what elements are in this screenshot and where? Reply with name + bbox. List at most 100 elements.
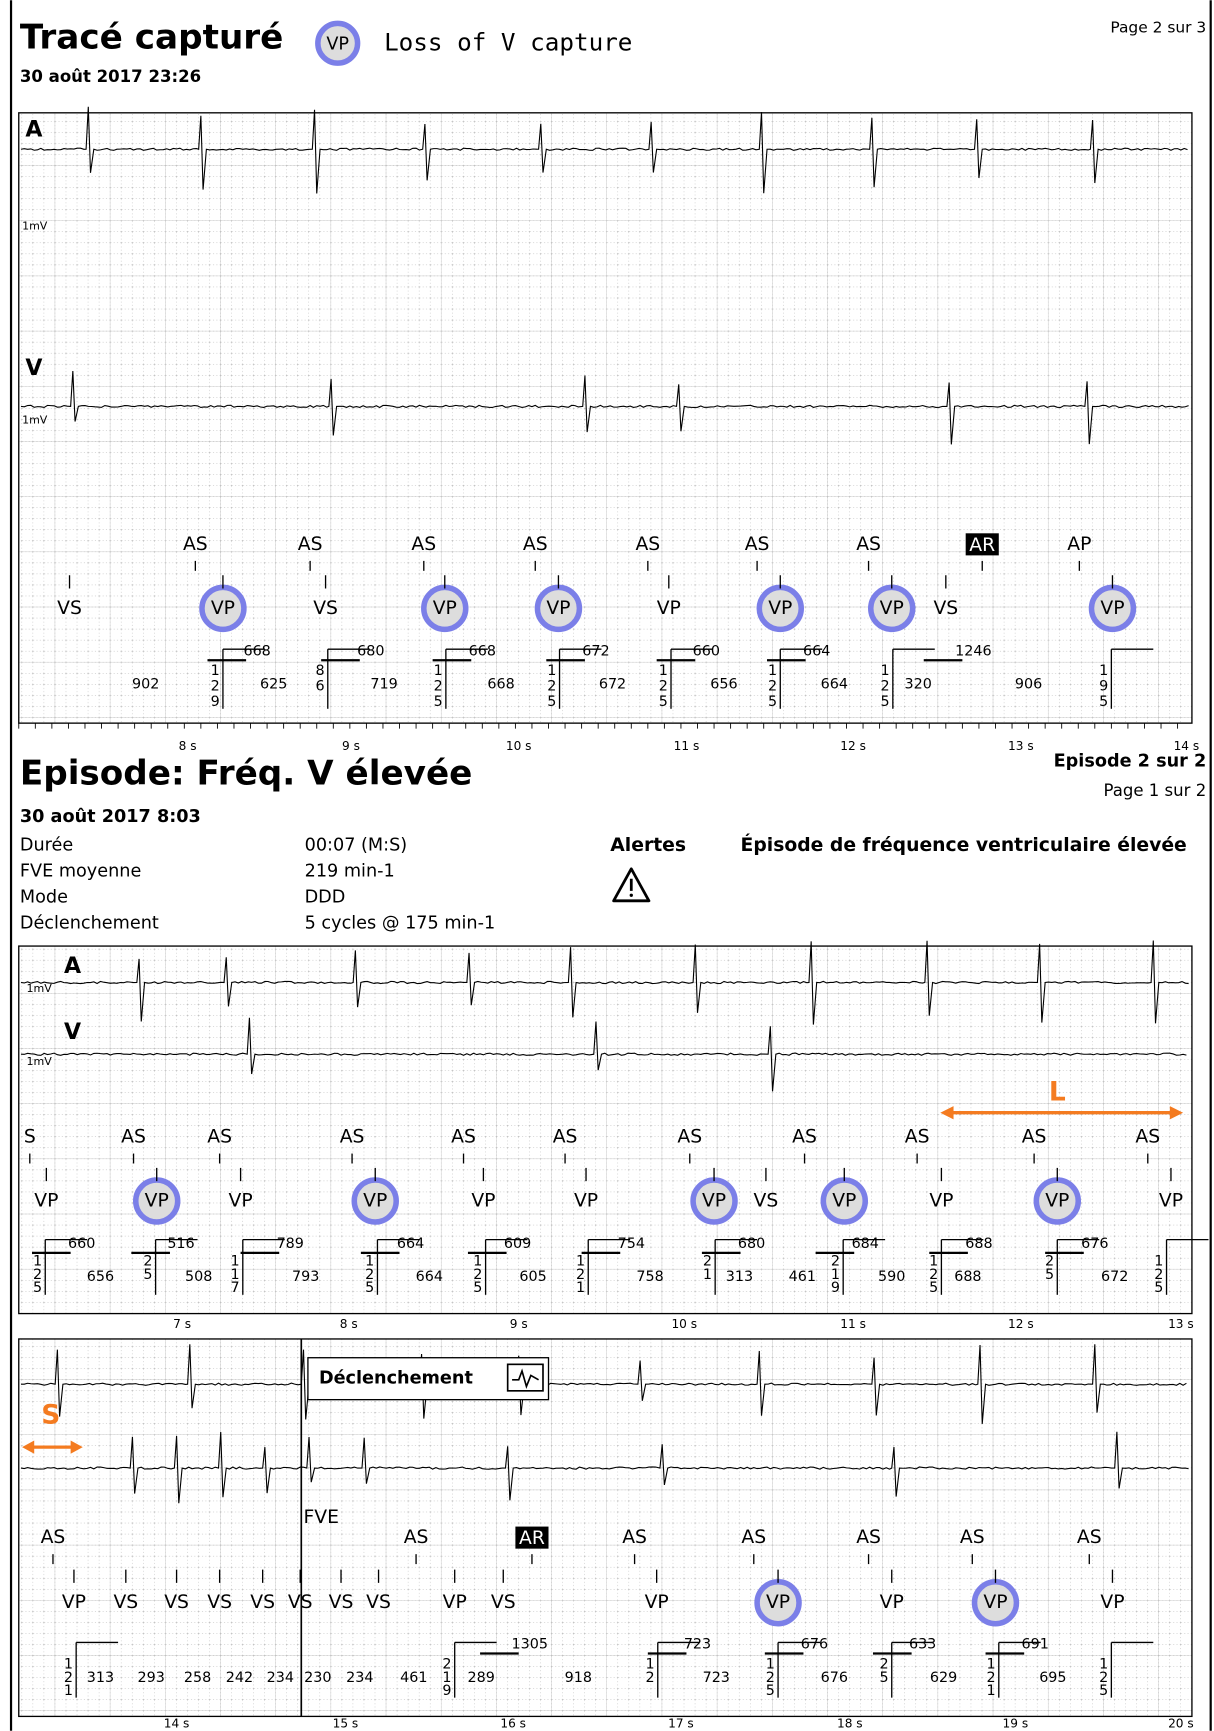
interval-top: 684 [852, 1236, 879, 1252]
date: 30 août 2017 23:26 [20, 67, 201, 86]
ventricular-marker: VP [645, 1592, 669, 1613]
interval-top: 676 [801, 1637, 828, 1653]
ventricular-marker: VP [363, 1191, 387, 1212]
interval-bottom: 688 [954, 1269, 981, 1285]
interval-bottom: 234 [346, 1670, 373, 1686]
ventricular-marker: VS [933, 598, 958, 619]
interval-bottom: 918 [565, 1670, 592, 1686]
interval-bottom: 293 [138, 1670, 165, 1686]
atrial-marker: AS [792, 1126, 817, 1147]
ventricular-marker: VP [983, 1592, 1007, 1613]
vertical-number: 1 [547, 663, 556, 679]
interval-bottom: 320 [905, 677, 932, 693]
vertical-number: 5 [1099, 694, 1108, 710]
ventricular-marker: VP [880, 598, 904, 619]
ventricular-marker: VS [491, 1592, 516, 1613]
time-label: 12 s [1008, 1317, 1034, 1331]
time-label: 18 s [837, 1717, 863, 1731]
interval-bottom: 695 [1039, 1670, 1066, 1686]
vertical-number: 2 [64, 1670, 73, 1686]
interval-top: 660 [693, 643, 720, 659]
vertical-number: 2 [831, 1254, 840, 1270]
vertical-number: 5 [1099, 1683, 1108, 1699]
ventricular-marker: VP [768, 598, 792, 619]
atrial-marker: AR [969, 535, 995, 556]
ventricular-marker: VP [1159, 1191, 1183, 1212]
interval-bottom: 656 [87, 1269, 114, 1285]
atrial-marker: AS [553, 1126, 578, 1147]
time-label: 10 s [506, 739, 532, 753]
detail-label: Déclenchement [20, 913, 159, 933]
atrial-marker: AS [677, 1126, 702, 1147]
vertical-number: 1 [1154, 1254, 1163, 1270]
ventricular-marker: VS [250, 1592, 275, 1613]
interval-bottom: 672 [1101, 1269, 1128, 1285]
atrial-marker: AS [1077, 1527, 1102, 1548]
detail-value: 00:07 (M:S) [305, 836, 408, 856]
vertical-number: 6 [315, 679, 324, 695]
ventricular-marker: VS [366, 1592, 391, 1613]
alert-icon [629, 893, 633, 897]
interval-bottom: 289 [468, 1670, 495, 1686]
interval-bottom: 258 [184, 1670, 211, 1686]
page-number: Page 1 sur 2 [1103, 781, 1206, 800]
time-label: 8 s [340, 1317, 358, 1331]
ventricular-marker: VS [164, 1592, 189, 1613]
vertical-number: 5 [929, 1280, 938, 1296]
alert-icon [612, 867, 651, 903]
marker-box [965, 533, 999, 556]
ventricular-marker: VS [207, 1592, 232, 1613]
time-label: 13 s [1168, 1317, 1194, 1331]
time-label: 20 s [1168, 1717, 1194, 1731]
ventricular-marker: VP [229, 1191, 253, 1212]
ventricular-marker: VP [443, 1592, 467, 1613]
vertical-number: 5 [1045, 1267, 1054, 1283]
ventricular-marker: VP [702, 1191, 726, 1212]
vertical-number: 2 [987, 1670, 996, 1686]
interval-bottom: 461 [789, 1269, 816, 1285]
vertical-number: 2 [211, 679, 220, 695]
atrial-marker: AR [519, 1528, 545, 1549]
episode-date: 30 août 2017 8:03 [20, 807, 201, 827]
vertical-number: 5 [434, 694, 443, 710]
vertical-number: 1 [434, 663, 443, 679]
atrial-marker: AS [183, 534, 208, 555]
atrial-marker: AS [340, 1126, 365, 1147]
vertical-number: 2 [434, 679, 443, 695]
vertical-number: 5 [659, 694, 668, 710]
page-number: Page 2 sur 3 [1110, 18, 1206, 36]
time-label: 9 s [342, 739, 360, 753]
vertical-number: 2 [766, 1670, 775, 1686]
interval-top: 516 [167, 1236, 194, 1252]
interval-top: 664 [803, 643, 830, 659]
legend-icon [315, 20, 361, 66]
interval-bottom: 719 [370, 677, 397, 693]
time-label: 7 s [173, 1317, 191, 1331]
vertical-number: 2 [645, 1670, 654, 1686]
vertical-number: 2 [768, 679, 777, 695]
vertical-number: 2 [576, 1267, 585, 1283]
vertical-number: 2 [547, 679, 556, 695]
ventricular-marker: VP [574, 1191, 598, 1212]
ventricular-marker: VP [1100, 598, 1124, 619]
interval-bottom: 234 [267, 1670, 294, 1686]
vertical-number: 9 [211, 694, 220, 710]
vertical-number: 8 [315, 663, 324, 679]
interval-bottom: 461 [400, 1670, 427, 1686]
atrial-marker: AS [451, 1126, 476, 1147]
time-label: 11 s [840, 1317, 866, 1331]
vertical-number: 1 [64, 1683, 73, 1699]
atrial-marker: AP [1067, 534, 1091, 555]
interval-bottom: 668 [487, 677, 514, 693]
interval-bottom: 664 [821, 677, 848, 693]
alerts-label: Alertes [610, 835, 686, 856]
scale-label: 1mV [22, 414, 48, 427]
scale-label: 1mV [22, 219, 48, 232]
interval-top: 668 [469, 643, 496, 659]
vertical-number: 2 [473, 1267, 482, 1283]
time-label: 17 s [668, 1717, 694, 1731]
vertical-number: 1 [576, 1280, 585, 1296]
interval-bottom: 629 [930, 1670, 957, 1686]
interval-bottom: 758 [636, 1269, 663, 1285]
interval-top: 723 [684, 1637, 711, 1653]
